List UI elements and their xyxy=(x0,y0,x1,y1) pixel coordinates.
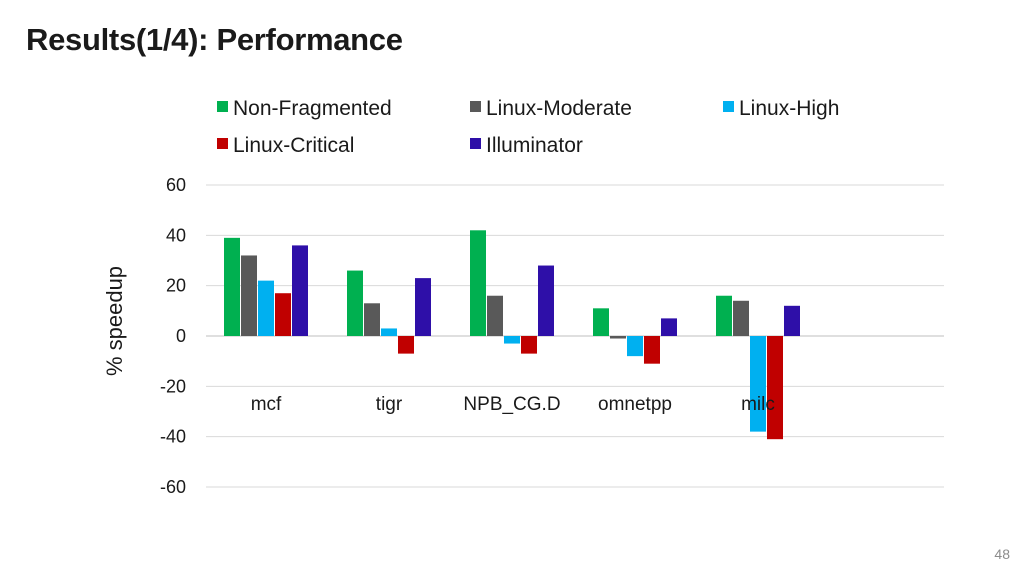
y-tick-label: 0 xyxy=(176,326,186,346)
category-label: omnetpp xyxy=(598,394,672,415)
bar-linux-moderate-mcf xyxy=(241,255,257,336)
page-number: 48 xyxy=(994,546,1010,562)
legend-label-linux-moderate: Linux-Moderate xyxy=(486,97,632,120)
bar-linux-moderate-tigr xyxy=(364,303,380,336)
bar-linux-moderate-omnetpp xyxy=(610,336,626,339)
slide-title: Results(1/4): Performance xyxy=(26,22,403,57)
bar-linux-high-omnetpp xyxy=(627,336,643,357)
bar-illuminator-omnetpp xyxy=(661,318,677,336)
category-label: tigr xyxy=(376,394,403,415)
bar-linux-moderate-npb-cg-d xyxy=(487,295,503,336)
bar-linux-critical-omnetpp xyxy=(644,336,660,364)
category-label: mcf xyxy=(251,394,282,415)
category-label: milc xyxy=(741,394,775,415)
y-tick-label: 20 xyxy=(166,276,186,296)
bar-non-fragmented-omnetpp xyxy=(593,308,609,336)
legend-swatch-linux-critical xyxy=(217,138,228,149)
legend-swatch-illuminator xyxy=(470,138,481,149)
bar-non-fragmented-npb-cg-d xyxy=(470,230,486,336)
bar-linux-critical-mcf xyxy=(275,293,291,336)
bar-non-fragmented-tigr xyxy=(347,270,363,336)
bar-illuminator-npb-cg-d xyxy=(538,265,554,336)
bar-linux-high-npb-cg-d xyxy=(504,336,520,344)
bar-illuminator-mcf xyxy=(292,245,308,336)
legend-swatch-non-fragmented xyxy=(217,101,228,112)
y-axis-title: % speedup xyxy=(102,266,127,376)
legend-label-non-fragmented: Non-Fragmented xyxy=(233,97,392,120)
legend-label-illuminator: Illuminator xyxy=(486,134,583,157)
y-tick-label: -20 xyxy=(160,376,186,396)
y-tick-label: -40 xyxy=(160,427,186,447)
bars xyxy=(224,230,800,440)
bar-linux-critical-npb-cg-d xyxy=(521,336,537,354)
legend: Non-Fragmented Linux-Moderate Linux-High Li… xyxy=(217,97,839,157)
y-axis-ticks: 60 40 20 0 -20 -40 -60 xyxy=(160,175,186,497)
bar-linux-moderate-milc xyxy=(733,300,749,336)
bar-linux-critical-milc xyxy=(767,336,783,440)
bar-non-fragmented-mcf xyxy=(224,237,240,336)
bar-illuminator-tigr xyxy=(415,278,431,336)
gridlines xyxy=(206,184,944,488)
y-tick-label: -60 xyxy=(160,477,186,497)
y-tick-label: 40 xyxy=(166,225,186,245)
bar-linux-high-milc xyxy=(750,336,766,432)
category-labels: mcf tigr NPB_CG.D omnetpp milc xyxy=(251,394,775,415)
y-tick-label: 60 xyxy=(166,175,186,195)
legend-swatch-linux-high xyxy=(723,101,734,112)
bar-linux-high-mcf xyxy=(258,280,274,336)
legend-label-linux-critical: Linux-Critical xyxy=(233,134,354,157)
legend-swatch-linux-moderate xyxy=(470,101,481,112)
bar-linux-high-tigr xyxy=(381,328,397,336)
legend-label-linux-high: Linux-High xyxy=(739,97,839,120)
bar-non-fragmented-milc xyxy=(716,295,732,336)
category-label: NPB_CG.D xyxy=(463,394,560,415)
bar-illuminator-milc xyxy=(784,305,800,336)
bar-linux-critical-tigr xyxy=(398,336,414,354)
